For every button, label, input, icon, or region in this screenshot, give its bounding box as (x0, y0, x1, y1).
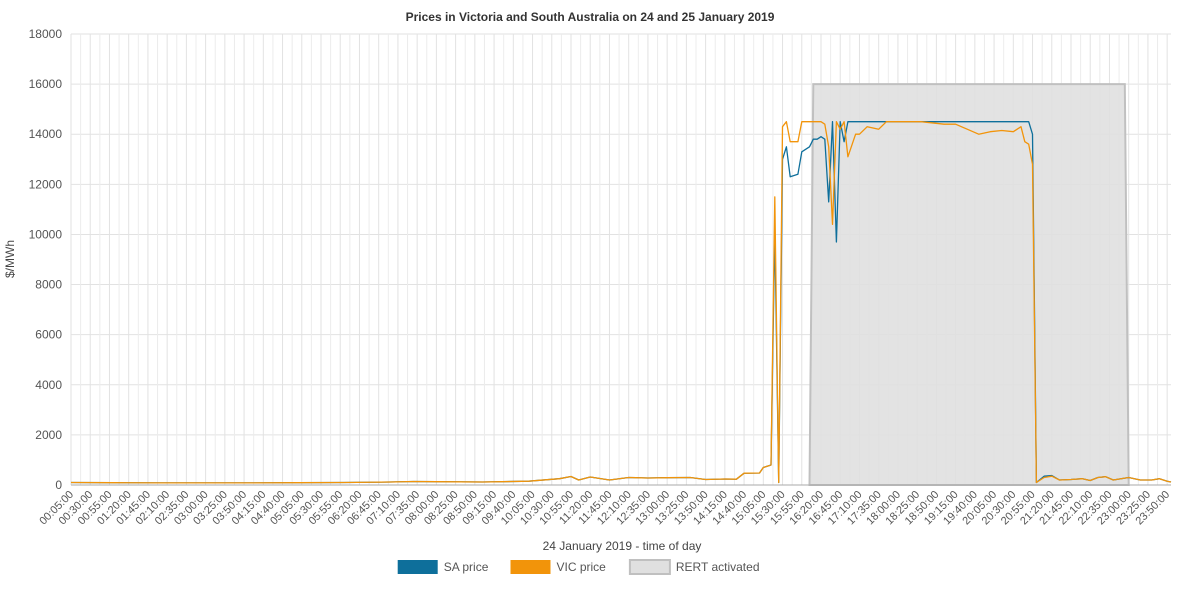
y-tick-label: 16000 (29, 77, 63, 91)
y-tick-label: 10000 (29, 227, 63, 241)
y-tick-label: 4000 (35, 378, 62, 392)
y-axis-label: $/MWh (3, 240, 17, 278)
vic-price-line (70, 121, 1172, 484)
y-tick-label: 8000 (35, 278, 62, 292)
rert-area-layer (808, 83, 1130, 486)
y-tick-label: 14000 (29, 127, 63, 141)
y-tick-label: 6000 (35, 328, 62, 342)
x-axis-label: 24 January 2019 - time of day (543, 539, 702, 553)
legend: SA price VIC price RERT activated (397, 559, 760, 575)
legend-swatch (510, 560, 551, 574)
y-tick-label: 2000 (35, 428, 62, 442)
legend-swatch (397, 560, 438, 574)
legend-label: SA price (444, 560, 489, 574)
legend-label: RERT activated (676, 560, 760, 574)
legend-item[interactable]: SA price (397, 560, 489, 574)
legend-swatch (628, 559, 671, 575)
legend-label: VIC price (557, 560, 607, 574)
rert-area (808, 83, 1130, 486)
y-tick-labels: 0 2000 4000 6000 8000 10000 12000 14000 16000 180… (29, 27, 63, 492)
y-tick-label: 0 (55, 478, 62, 492)
legend-item[interactable]: RERT activated (628, 559, 760, 575)
y-tick-label: 12000 (29, 177, 63, 191)
chart-title: Prices in Victoria and South Australia o… (406, 10, 775, 24)
y-tick-label: 18000 (29, 27, 63, 41)
legend-item[interactable]: VIC price (510, 560, 607, 574)
series-lines (70, 121, 1172, 484)
